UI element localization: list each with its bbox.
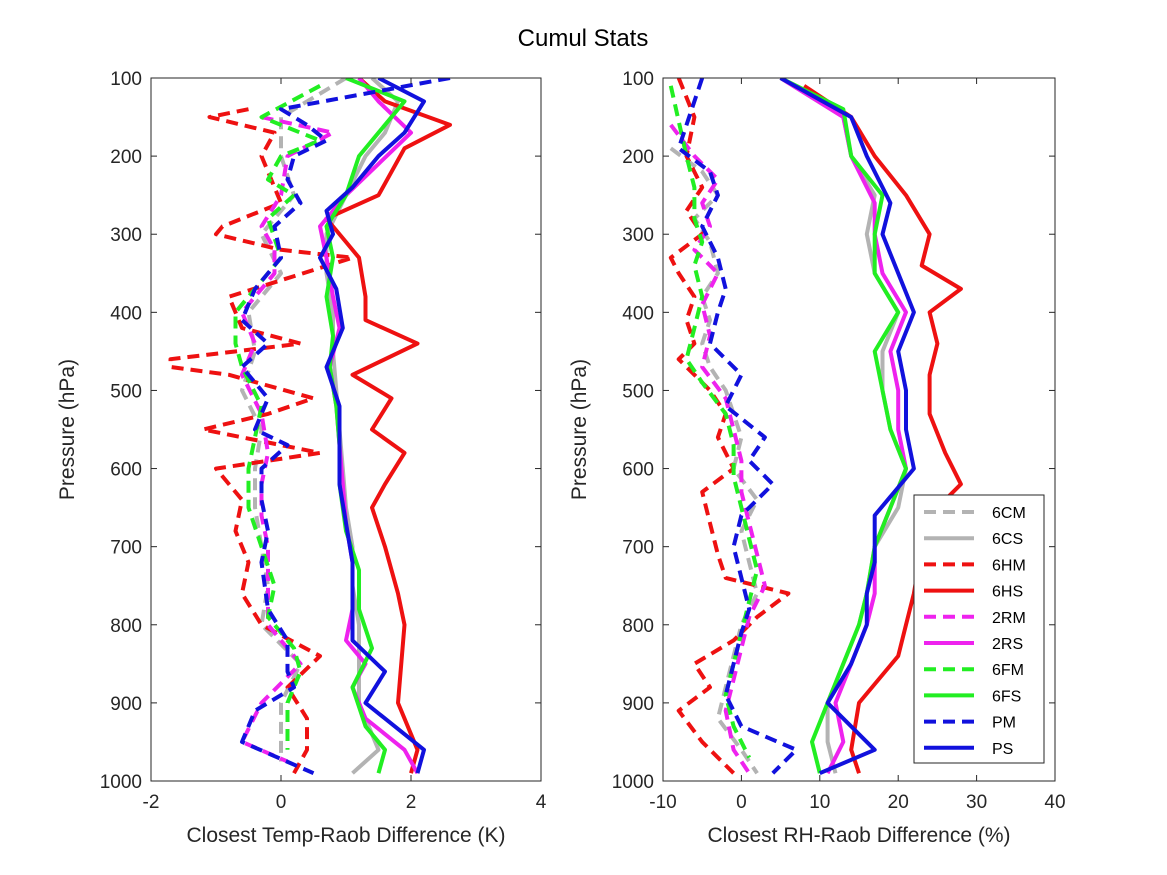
legend-label-pm: PM — [992, 715, 1016, 732]
temp-xtick-label: 0 — [276, 792, 287, 813]
legend-label-6fs: 6FS — [992, 688, 1021, 705]
legend-label-6cm: 6CM — [992, 505, 1026, 522]
temp-xtick-label: 2 — [406, 792, 417, 813]
rh-ytick-label: 600 — [622, 460, 654, 481]
rh-ytick-label: 900 — [622, 694, 654, 715]
legend-label-2rs: 2RS — [992, 636, 1023, 653]
rh-series-pm — [676, 78, 799, 775]
rh-xtick-label: 10 — [809, 792, 830, 813]
legend-label-6cs: 6CS — [992, 531, 1023, 548]
temp-ytick-label: 600 — [110, 460, 142, 481]
rh-ytick-label: 800 — [622, 616, 654, 637]
legend: 6CM 6CS 6HM 6HS 2RM 2RS 6FM 6FS PM PS — [913, 494, 1045, 764]
temp-y-axis-label: Pressure (hPa) — [56, 359, 79, 500]
temp-ytick-label: 900 — [110, 694, 142, 715]
rh-ytick-label: 300 — [622, 225, 654, 246]
temp-series-2rm — [240, 115, 335, 764]
rh-panel: -10 0 10 20 30 40 100 200 300 400 500 600 700 800 900 1… — [568, 69, 1066, 847]
rh-xtick-label: -10 — [649, 792, 676, 813]
temp-xtick-label: -2 — [143, 792, 160, 813]
temp-ytick-label: 800 — [110, 616, 142, 637]
temp-series-6hs — [324, 78, 452, 774]
rh-series-6cm — [669, 146, 760, 775]
temp-series-6fs — [324, 78, 407, 774]
legend-label-ps: PS — [992, 741, 1013, 758]
rh-ytick-label: 400 — [622, 303, 654, 324]
rh-xtick-label: 20 — [888, 792, 909, 813]
temp-series-ps — [318, 78, 426, 774]
legend-label-6fm: 6FM — [992, 662, 1024, 679]
temp-ytick-label: 500 — [110, 381, 142, 402]
rh-ytick-label: 1000 — [612, 772, 654, 793]
rh-series-group — [668, 78, 963, 776]
temp-ytick-label: 100 — [110, 69, 142, 90]
rh-series-6fs — [779, 78, 908, 774]
rh-ytick-label: 200 — [622, 147, 654, 168]
rh-xtick-label: 40 — [1044, 792, 1065, 813]
temp-axes-box — [150, 77, 542, 782]
rh-ytick-label: 500 — [622, 381, 654, 402]
legend-label-6hm: 6HM — [992, 557, 1026, 574]
temp-ytick-label: 700 — [110, 538, 142, 559]
rh-y-axis-label: Pressure (hPa) — [568, 359, 591, 500]
temp-x-axis-label: Closest Temp-Raob Difference (K) — [186, 824, 505, 847]
rh-axes-box — [662, 77, 1056, 782]
legend-label-6hs: 6HS — [992, 584, 1023, 601]
rh-xtick-label: 30 — [966, 792, 987, 813]
temp-series-pm — [240, 78, 451, 776]
rh-xtick-label: 0 — [736, 792, 747, 813]
rh-series-ps — [779, 78, 916, 776]
temp-panel: -2 0 2 4 100 200 300 400 500 600 700 800 900 1000 Clos… — [56, 69, 547, 847]
rh-ytick-label: 100 — [622, 69, 654, 90]
figure-title: Cumul Stats — [518, 25, 649, 52]
rh-series-6hs — [802, 84, 963, 774]
legend-label-2rm: 2RM — [992, 610, 1026, 627]
temp-ytick-label: 300 — [110, 225, 142, 246]
temp-ytick-label: 200 — [110, 147, 142, 168]
rh-ytick-label: 700 — [622, 538, 654, 559]
rh-x-axis-label: Closest RH-Raob Difference (%) — [707, 824, 1010, 847]
temp-series-6fm — [233, 84, 322, 750]
temp-ytick-label: 1000 — [100, 772, 142, 793]
temp-series-group — [168, 78, 452, 776]
temp-ytick-label: 400 — [110, 303, 142, 324]
temp-xtick-label: 4 — [536, 792, 547, 813]
